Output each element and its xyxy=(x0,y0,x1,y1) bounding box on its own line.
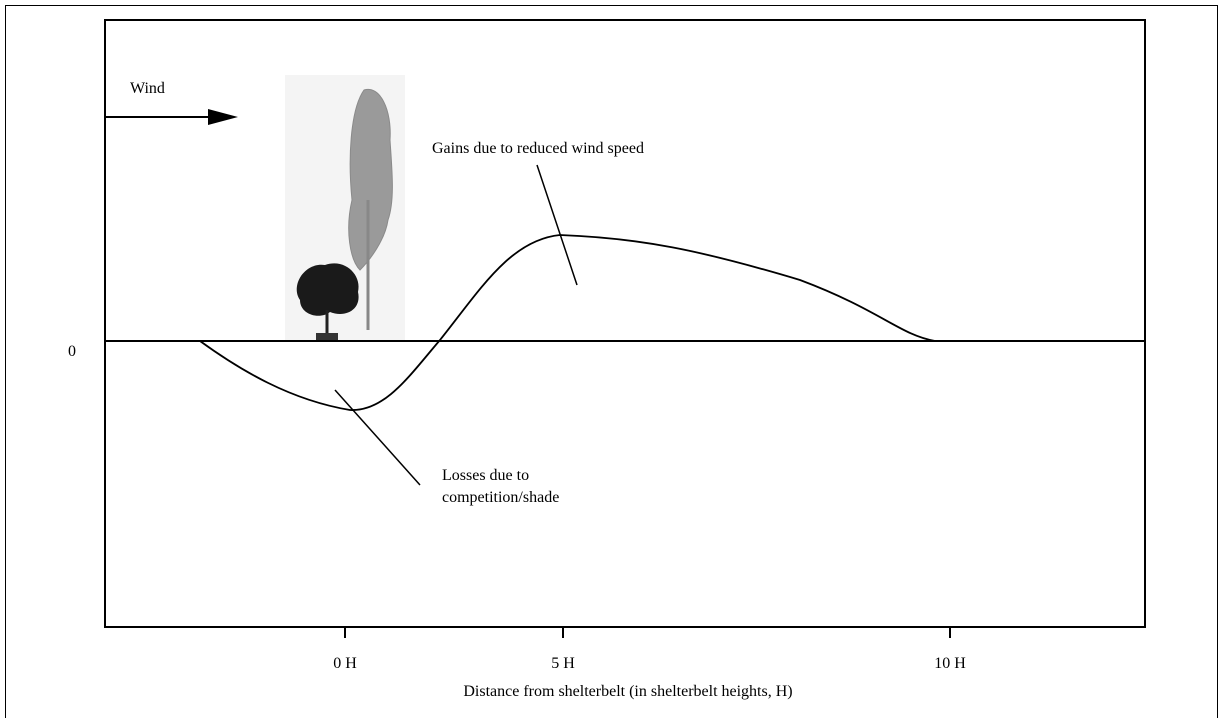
outer-frame xyxy=(5,5,1218,718)
shelterbelt-trees xyxy=(285,75,405,341)
x-tick-label: 10 H xyxy=(934,655,966,672)
gains-pointer xyxy=(536,164,578,286)
losses-label: Losses due to xyxy=(442,467,529,484)
gains-label: Gains due to reduced wind speed xyxy=(432,140,644,157)
zero-label: 0 xyxy=(68,343,76,360)
wind-label: Wind xyxy=(130,80,165,97)
x-tick-label: 0 H xyxy=(333,655,357,672)
losses-pointer xyxy=(334,389,421,486)
wind-arrowhead xyxy=(208,109,238,125)
yield-curve xyxy=(199,234,936,411)
x-tick-label: 5 H xyxy=(551,655,575,672)
plot-frame xyxy=(104,19,1146,628)
losses-label: competition/shade xyxy=(442,489,559,506)
x-axis-title: Distance from shelterbelt (in shelterbel… xyxy=(463,683,792,700)
